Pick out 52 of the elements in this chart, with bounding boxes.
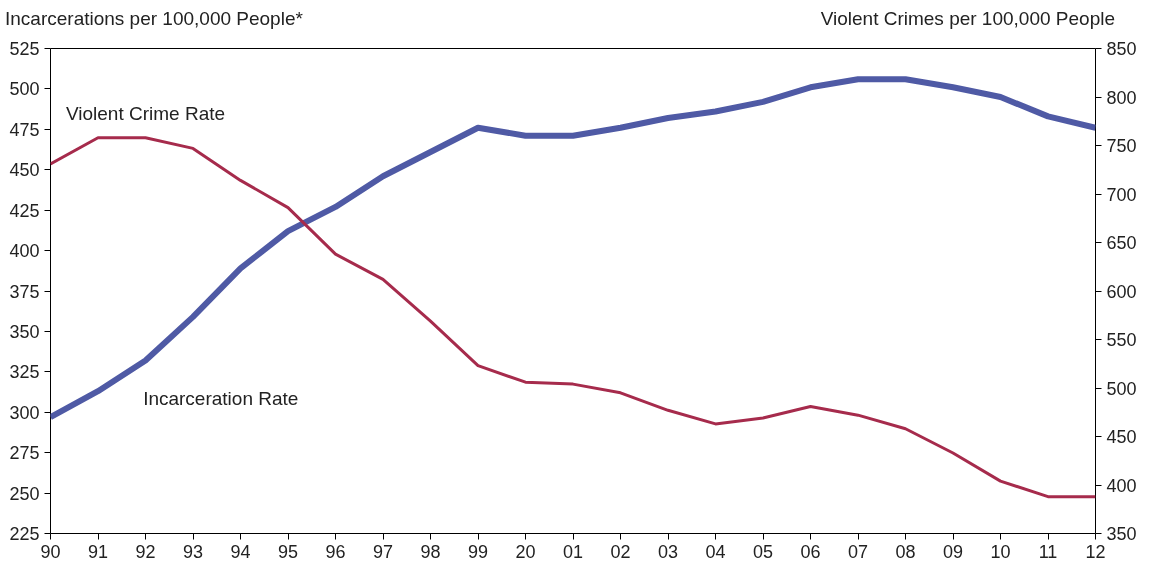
y2-tick-label: 800	[1106, 87, 1137, 108]
series-label: Incarceration Rate	[143, 387, 299, 409]
x-tick-label: 91	[87, 541, 109, 562]
y-tick-label: 350	[9, 321, 40, 342]
y-tick-label: 375	[9, 281, 40, 302]
x-tick-label: 20	[515, 541, 536, 562]
y-tick-label: 400	[9, 241, 40, 262]
x-tick-label: 06	[800, 541, 821, 562]
y2-axis-title: Violent Crimes per 100,000 People	[820, 7, 1115, 31]
y-tick-label: 300	[9, 402, 40, 423]
x-tick-label: 08	[895, 541, 916, 562]
y2-tick-label: 700	[1106, 184, 1137, 205]
x-tick-label: 92	[135, 541, 156, 562]
y2-tick-label: 850	[1106, 39, 1137, 59]
y-tick-label: 500	[9, 79, 40, 100]
y-tick-label: 425	[9, 200, 40, 221]
y-tick-label: 525	[9, 39, 40, 59]
x-tick-label: 94	[230, 541, 251, 562]
x-tick-label: 12	[1085, 541, 1106, 562]
y2-tick-label: 400	[1106, 475, 1137, 496]
y-tick-label: 250	[9, 483, 40, 504]
y-tick-label: 450	[9, 160, 40, 181]
y2-tick-label: 650	[1106, 233, 1137, 253]
x-tick-label: 90	[40, 541, 61, 562]
y2-tick-label: 350	[1106, 524, 1137, 544]
x-tick-label: 11	[1038, 541, 1058, 562]
x-tick-label: 05	[752, 541, 774, 562]
y-tick-label: 475	[9, 119, 40, 140]
y-tick-label: 325	[9, 362, 40, 383]
x-tick-label: 07	[847, 541, 869, 562]
x-tick-label: 10	[990, 541, 1011, 562]
x-tick-label: 93	[182, 541, 204, 562]
x-tick-label: 97	[372, 541, 394, 562]
y2-tick-label: 750	[1106, 136, 1137, 156]
x-tick-label: 09	[942, 541, 964, 562]
y-tick-label: 275	[9, 443, 40, 464]
x-tick-label: 98	[420, 541, 441, 562]
x-tick-label: 04	[705, 541, 726, 562]
x-tick-label: 95	[277, 541, 299, 562]
x-tick-label: 99	[467, 541, 489, 562]
x-tick-label: 01	[562, 541, 584, 562]
y-axis-title: Incarcerations per 100,000 People*	[5, 7, 303, 31]
y2-tick-label: 450	[1106, 427, 1137, 447]
line-series	[50, 136, 1096, 499]
x-tick-label: 03	[657, 541, 679, 562]
x-tick-label: 96	[325, 541, 346, 562]
series-label: Violent Crime Rate	[65, 102, 226, 124]
x-tick-label: 02	[610, 541, 631, 562]
y2-tick-label: 600	[1106, 281, 1137, 302]
y2-tick-label: 550	[1106, 330, 1137, 350]
y-tick-label: 225	[9, 524, 40, 544]
y2-tick-label: 500	[1106, 378, 1137, 399]
